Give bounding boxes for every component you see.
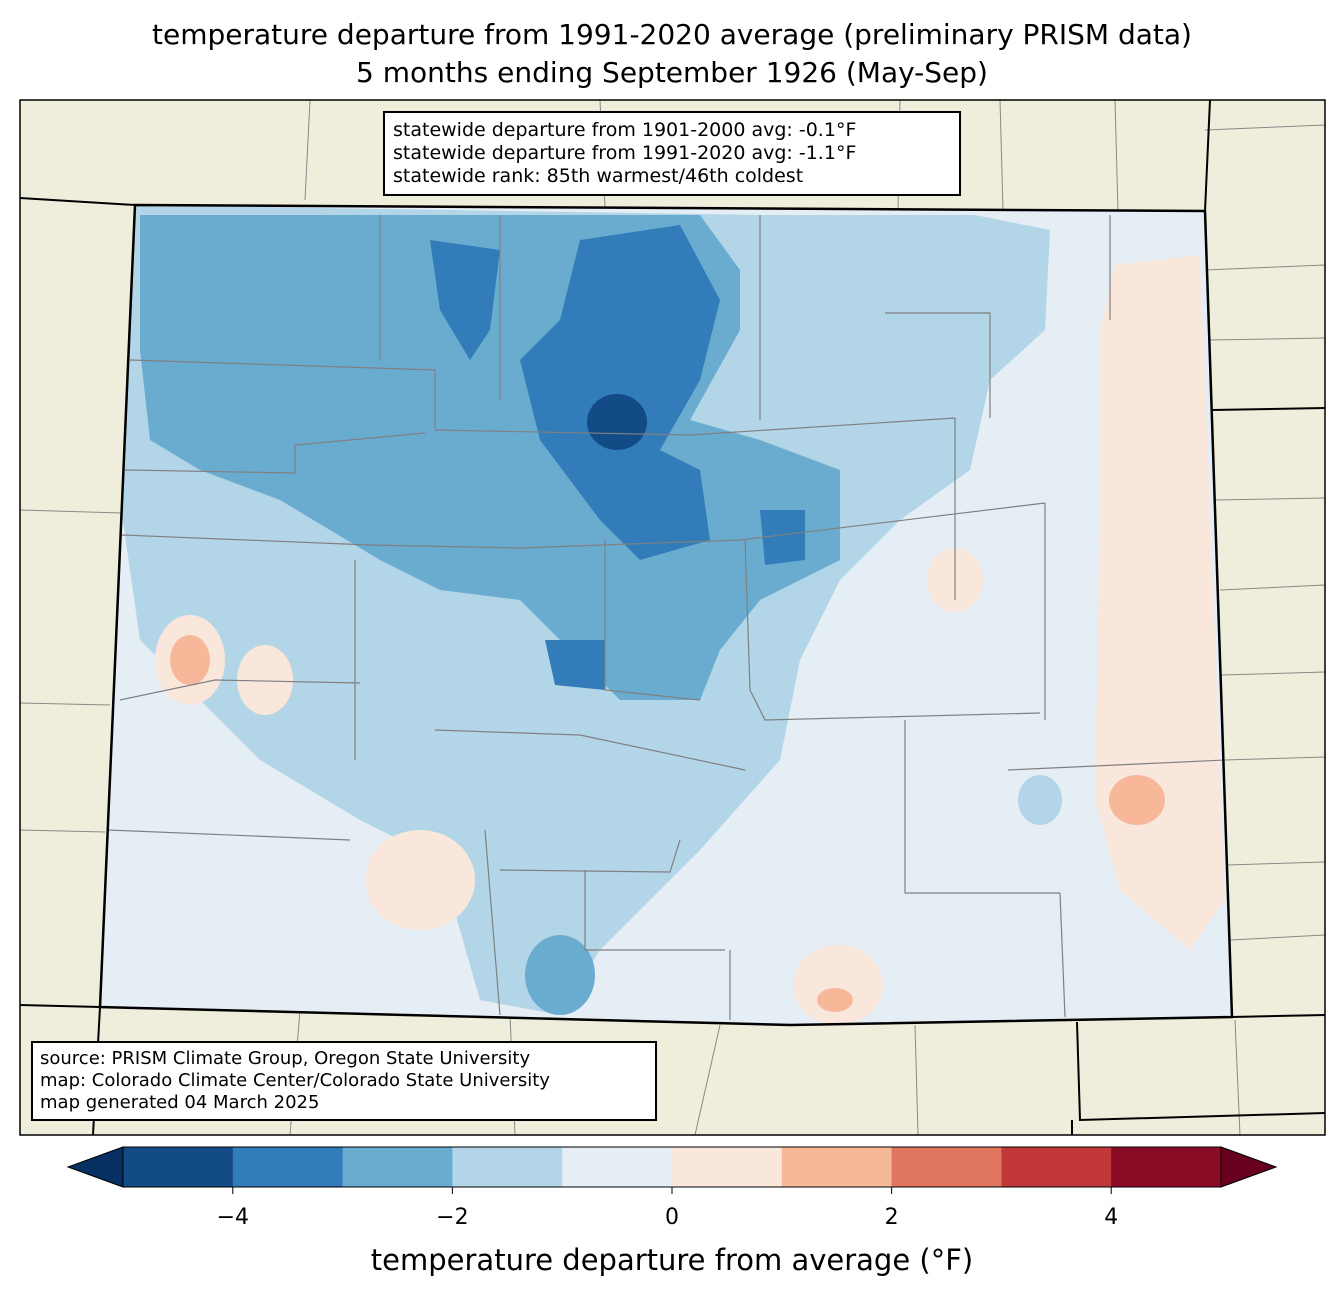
temperature-departure-field [100,205,1232,1025]
colorbar-tick-label: −4 [216,1205,250,1230]
colorbar-bin [232,1147,344,1187]
source-line: source: PRISM Climate Group, Oregon Stat… [40,1048,531,1069]
map-credit-line: map: Colorado Climate Center/Colorado St… [40,1070,550,1091]
stat-departure-1901-2000: statewide departure from 1901-2000 avg: … [393,119,857,141]
stat-departure-1991-2020: statewide departure from 1991-2020 avg: … [393,142,857,164]
map-title: temperature departure from 1991-2020 ave… [152,18,1192,51]
colorado-border [98,203,1234,1027]
colorbar-bin [672,1147,783,1187]
colorbar-under-arrow [66,1146,124,1188]
colorbar-tick-label: 2 [884,1205,899,1230]
colorbar-bin [781,1147,893,1187]
map-subtitle: 5 months ending September 1926 (May-Sep) [356,56,988,89]
colorbar-tick-label: −2 [436,1205,469,1230]
colorbar-bin [1111,1147,1222,1187]
colorbar-bin [123,1147,234,1187]
generated-date-line: map generated 04 March 2025 [40,1092,320,1113]
colorbar-bin [452,1147,563,1187]
colorbar-over-arrow [1220,1146,1278,1188]
stat-rank: statewide rank: 85th warmest/46th coldes… [393,165,804,187]
colorbar-bin [342,1147,453,1187]
colorbar-tick-label: 0 [665,1205,679,1230]
source-box: source: PRISM Climate Group, Oregon Stat… [31,1041,657,1121]
map-frame [19,99,1326,1136]
colorbar-label: temperature departure from average (°F) [370,1243,974,1277]
colorbar-bin [562,1147,673,1187]
colorbar-tick-label: 4 [1104,1205,1119,1230]
colorbar [66,1146,1278,1194]
colorbar-bin [891,1147,1002,1187]
statewide-stats-box: statewide departure from 1901-2000 avg: … [383,111,961,196]
colorbar-bin [1001,1147,1112,1187]
county-boundaries [107,215,1226,1020]
